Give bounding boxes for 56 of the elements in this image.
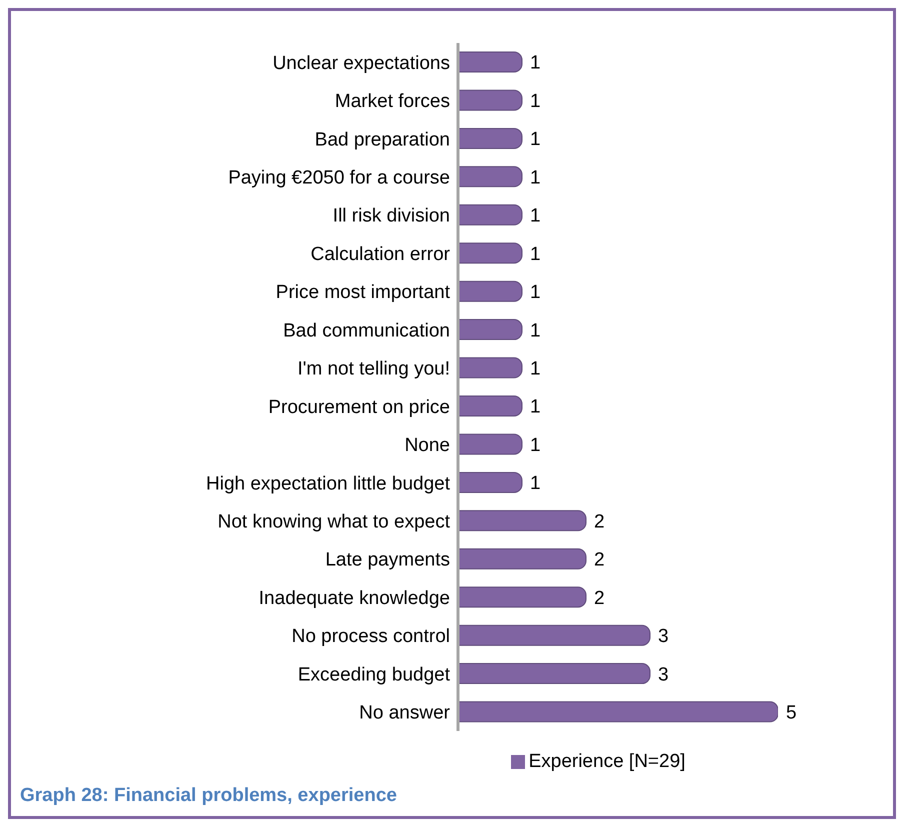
bar xyxy=(458,204,522,226)
data-label: 1 xyxy=(530,282,541,304)
bar xyxy=(458,166,522,188)
legend-label: Experience [N=29] xyxy=(528,751,686,772)
data-label: 1 xyxy=(530,90,541,112)
bar xyxy=(458,396,522,416)
y-tick-label: None xyxy=(404,435,450,456)
y-tick-label: Market forces xyxy=(334,91,450,112)
data-label: 1 xyxy=(530,244,541,265)
bar xyxy=(458,701,778,722)
bar xyxy=(458,52,522,72)
data-label: 1 xyxy=(530,473,541,494)
y-tick-label: No answer xyxy=(359,702,451,724)
y-tick-label: Calculation error xyxy=(310,244,451,265)
bar xyxy=(458,357,522,378)
bar xyxy=(458,472,522,493)
bar xyxy=(458,90,522,111)
y-tick-label: High expectation little budget xyxy=(206,473,451,494)
data-label: 3 xyxy=(658,626,669,648)
bar xyxy=(458,624,650,646)
data-label: 1 xyxy=(530,129,541,150)
y-tick-label: Paying €2050 for a course xyxy=(228,168,450,189)
data-label: 1 xyxy=(530,320,541,342)
bar xyxy=(458,510,586,532)
bar xyxy=(458,128,522,149)
bar xyxy=(458,319,522,340)
y-tick-label: I'm not telling you! xyxy=(297,358,450,380)
bar xyxy=(458,280,522,302)
y-tick-label: Not knowing what to expect xyxy=(218,512,451,533)
y-tick-label: Procurement on price xyxy=(268,396,450,418)
y-tick-label: Ill risk division xyxy=(332,206,450,227)
data-label: 1 xyxy=(530,358,541,380)
caption: Graph 28: Financial problems, experience xyxy=(20,785,397,807)
data-label: 1 xyxy=(530,434,541,456)
y-tick-label: Price most important xyxy=(276,282,451,304)
data-label: 2 xyxy=(594,588,605,609)
y-tick-label: Bad preparation xyxy=(314,129,450,150)
data-label: 2 xyxy=(594,511,605,532)
data-label: 1 xyxy=(530,206,541,227)
y-tick-label: No process control xyxy=(292,626,450,648)
data-label: 2 xyxy=(594,550,605,571)
data-label: 1 xyxy=(530,396,541,418)
y-tick-label: Exceeding budget xyxy=(298,664,451,686)
bar xyxy=(458,663,650,684)
y-tick-label: Unclear expectations xyxy=(272,52,450,74)
y-tick-label: Late payments xyxy=(325,550,450,571)
bar xyxy=(458,242,522,264)
data-label: 1 xyxy=(530,52,541,74)
data-label: 3 xyxy=(658,664,669,686)
bar xyxy=(458,586,586,608)
y-tick-label: Bad communication xyxy=(283,320,450,342)
data-label: 5 xyxy=(786,702,797,724)
bar xyxy=(458,434,522,455)
data-label: 1 xyxy=(530,167,541,188)
bar xyxy=(458,548,586,570)
y-tick-label: Inadequate knowledge xyxy=(258,588,450,609)
